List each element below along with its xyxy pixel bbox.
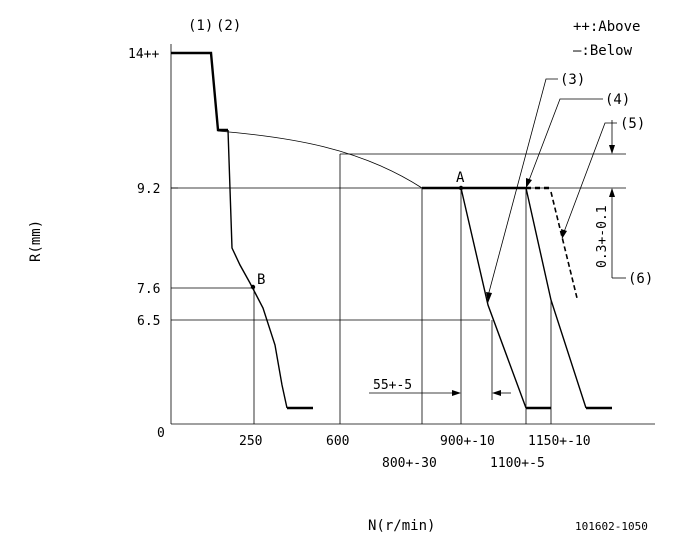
callout-5-arrow	[561, 229, 567, 239]
dashed-line-5	[550, 191, 578, 299]
dim-speed-gap-label: 55+-5	[373, 378, 412, 393]
callout-2: (2)	[216, 18, 241, 34]
rack-curve	[217, 130, 423, 189]
callout-4-leader	[527, 98, 603, 184]
y-tick-label: 6.5	[137, 314, 160, 329]
callout-3: (3)	[560, 72, 585, 88]
y-axis-label: R(mm)	[28, 220, 44, 262]
dim-03-arrow-bottom	[609, 188, 615, 197]
figure-code: 101602-1050	[575, 520, 648, 533]
start-curve-drop	[227, 129, 288, 409]
legend-below: —:Below	[573, 43, 633, 59]
y-tick-label: 7.6	[137, 282, 160, 297]
dim-rack-gap-label: 0.3+-0.1	[595, 205, 610, 268]
dim-55-arrow-right	[452, 390, 461, 396]
dim-55-arrow-left	[492, 390, 501, 396]
callout-3-arrow	[486, 292, 492, 303]
dim-03-arrow-top	[609, 145, 615, 154]
x-tick-label: 900+-10	[440, 434, 495, 449]
callout-4: (4)	[605, 92, 630, 108]
x-tick-label: 600	[326, 434, 349, 449]
governor-curve-4	[525, 187, 587, 409]
y-tick-label: 14++	[128, 47, 159, 62]
callout-1: (1)	[188, 18, 213, 34]
point-b-label: B	[257, 272, 265, 288]
x-tick-label: 800+-30	[382, 456, 437, 471]
y-tick-label: 9.2	[137, 182, 160, 197]
point-a-label: A	[456, 170, 465, 186]
callout-3-leader	[487, 78, 558, 297]
y-tick-label: 0	[157, 426, 165, 441]
x-tick-label: 1100+-5	[490, 456, 545, 471]
x-tick-label: 250	[239, 434, 262, 449]
callout-6: (6)	[628, 271, 653, 287]
governor-curve-3	[460, 187, 527, 409]
callout-5-leader	[563, 122, 617, 233]
start-curve-upper	[171, 51, 228, 132]
point-a-marker	[458, 185, 464, 191]
x-axis-label: N(r/min)	[368, 518, 435, 534]
callout-5: (5)	[620, 116, 645, 132]
callout-4-arrow	[526, 178, 532, 188]
point-b-marker	[250, 284, 256, 290]
x-tick-label: 1150+-10	[528, 434, 591, 449]
legend-above: ++:Above	[573, 19, 640, 35]
